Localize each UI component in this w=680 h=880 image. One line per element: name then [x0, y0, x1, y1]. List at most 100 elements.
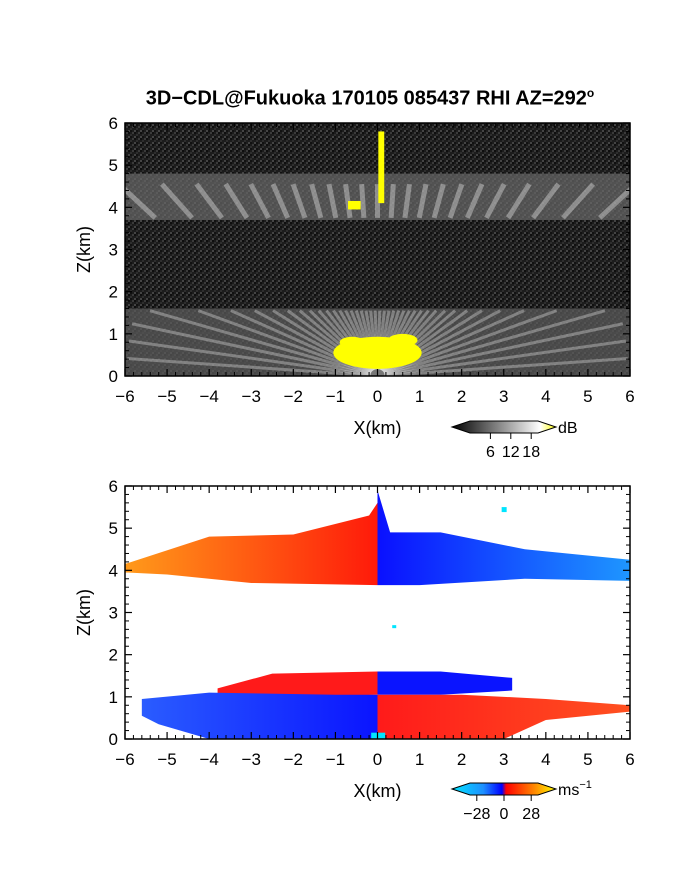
velocity-xtick-label: 2: [457, 750, 466, 769]
velocity-xtick-label: −1: [326, 750, 345, 769]
intensity-xlabel: X(km): [354, 418, 402, 438]
intensity-ytick-label: 1: [109, 325, 118, 344]
velocity-ytick-label: 3: [109, 604, 118, 623]
intensity-beam-upper: [505, 182, 532, 220]
intensity-xtick-label: 3: [499, 387, 508, 406]
velocity-ylabel: Z(km): [74, 589, 94, 636]
velocity-lower-negative: [141, 692, 378, 739]
intensity-beam-upper: [194, 182, 224, 220]
intensity-vertical-beam: [378, 131, 385, 204]
velocity-ytick-label: 1: [109, 688, 118, 707]
velocity-xtick-label: 0: [373, 750, 382, 769]
intensity-beam-upper: [343, 183, 353, 219]
velocity-middle-positive: [217, 671, 378, 697]
velocity-xtick-label: 4: [541, 750, 550, 769]
intensity-beam-lower: [149, 309, 378, 376]
velocity-xtick-label: 6: [625, 750, 634, 769]
intensity-colorbar-tick-label: 12: [502, 444, 520, 461]
intensity-xtick-label: −6: [115, 387, 134, 406]
intensity-colorbar-unit: dB: [558, 420, 578, 437]
velocity-xtick-label: −3: [242, 750, 261, 769]
velocity-xtick-label: 5: [583, 750, 592, 769]
velocity-ytick-label: 2: [109, 646, 118, 665]
intensity-panel: −6 −5 −4 −3 −2 −1 0 1 2 3 4 5 6 0 1 2 3 4 5 6 X(km) Z(km): [74, 114, 635, 438]
intensity-beam-lower: [197, 309, 379, 376]
velocity-ytick-label: 4: [109, 561, 118, 580]
intensity-xtick-label: 0: [373, 387, 382, 406]
intensity-ytick-label: 2: [109, 283, 118, 302]
intensity-beam-upper: [326, 183, 339, 219]
intensity-beam-upper: [431, 183, 446, 219]
velocity-lower-positive: [377, 694, 630, 739]
intensity-ytick-label: 0: [109, 367, 118, 386]
intensity-ylabel: Z(km): [74, 226, 94, 273]
velocity-colorbar-tick-label: 28: [522, 806, 540, 823]
intensity-ytick-label: 6: [109, 114, 118, 133]
velocity-xtick-label: −5: [157, 750, 176, 769]
velocity-colorbar-unit: ms−1: [558, 779, 592, 799]
velocity-upper-positive: [125, 502, 378, 586]
intensity-patch: [348, 201, 361, 210]
intensity-beam-lower: [377, 322, 624, 376]
velocity-colorbar-tick-label: −28: [463, 806, 490, 823]
intensity-xtick-label: 5: [583, 387, 592, 406]
intensity-xtick-label: 6: [625, 387, 634, 406]
intensity-beam-upper: [531, 182, 561, 220]
intensity-core-arm: [339, 336, 365, 348]
velocity-xtick-label: 3: [499, 750, 508, 769]
intensity-beam-lower: [131, 322, 378, 376]
intensity-xtick-label: −4: [199, 387, 218, 406]
velocity-middle-negative: [377, 671, 513, 695]
intensity-beam-upper: [270, 183, 290, 219]
intensity-colorbar-tick-label: 6: [486, 444, 495, 461]
velocity-xtick-label: 1: [415, 750, 424, 769]
intensity-beam-upper: [359, 183, 367, 219]
intensity-xtick-label: −5: [157, 387, 176, 406]
intensity-xtick-label: 1: [415, 387, 424, 406]
velocity-ytick-label: 6: [109, 477, 118, 496]
velocity-colorbar: ms−1 −28 0 28: [450, 779, 592, 823]
intensity-beam-upper: [159, 182, 194, 220]
velocity-panel: −6 −5 −4 −3 −2 −1 0 1 2 3 4 5 6 0 1 2 3 4 5 6 X(km) Z(km): [74, 477, 635, 801]
intensity-beam-upper: [223, 182, 250, 220]
velocity-xtick-label: −2: [284, 750, 303, 769]
intensity-core-arm: [388, 333, 418, 347]
intensity-xtick-label: −1: [326, 387, 345, 406]
intensity-beam-upper: [416, 183, 429, 219]
velocity-zero-marker: [371, 732, 386, 739]
intensity-xtick-label: 4: [541, 387, 550, 406]
intensity-beam-upper: [561, 182, 596, 220]
intensity-beam-lower: [376, 309, 558, 376]
intensity-beam-upper: [290, 183, 308, 219]
intensity-beam-lower: [377, 309, 606, 376]
intensity-ytick-label: 5: [109, 156, 118, 175]
velocity-xtick-label: −4: [199, 750, 218, 769]
intensity-beam-upper: [465, 183, 485, 219]
intensity-beam-upper: [402, 183, 412, 219]
intensity-beam-lower: [377, 339, 627, 376]
intensity-colorbar: dB 6 12 18: [450, 420, 578, 461]
velocity-xtick-label: −6: [115, 750, 134, 769]
velocity-ytick-label: 0: [109, 730, 118, 749]
intensity-beam-lower: [128, 339, 378, 376]
intensity-ytick-label: 4: [109, 198, 118, 217]
intensity-ytick-label: 3: [109, 241, 118, 260]
intensity-xtick-label: −2: [284, 387, 303, 406]
velocity-upper-negative: [377, 490, 630, 586]
intensity-beam-upper: [388, 183, 396, 219]
intensity-xtick-label: −3: [242, 387, 261, 406]
intensity-beam-upper: [484, 182, 507, 220]
intensity-beam-upper: [248, 182, 271, 220]
velocity-colorbar-tick-label: 0: [500, 806, 509, 823]
intensity-xtick-label: 2: [457, 387, 466, 406]
velocity-speckle: [392, 625, 397, 629]
intensity-upper-layer: [125, 173, 630, 220]
velocity-ytick-label: 5: [109, 519, 118, 538]
intensity-beam-upper: [309, 183, 324, 219]
intensity-beam-upper: [447, 183, 465, 219]
figure-title: 3D−CDL@Fukuoka 170105 085437 RHI AZ=292o: [145, 86, 595, 110]
intensity-colorbar-tick-label: 18: [522, 444, 540, 461]
velocity-speckle: [501, 507, 507, 513]
velocity-xlabel: X(km): [354, 781, 402, 801]
